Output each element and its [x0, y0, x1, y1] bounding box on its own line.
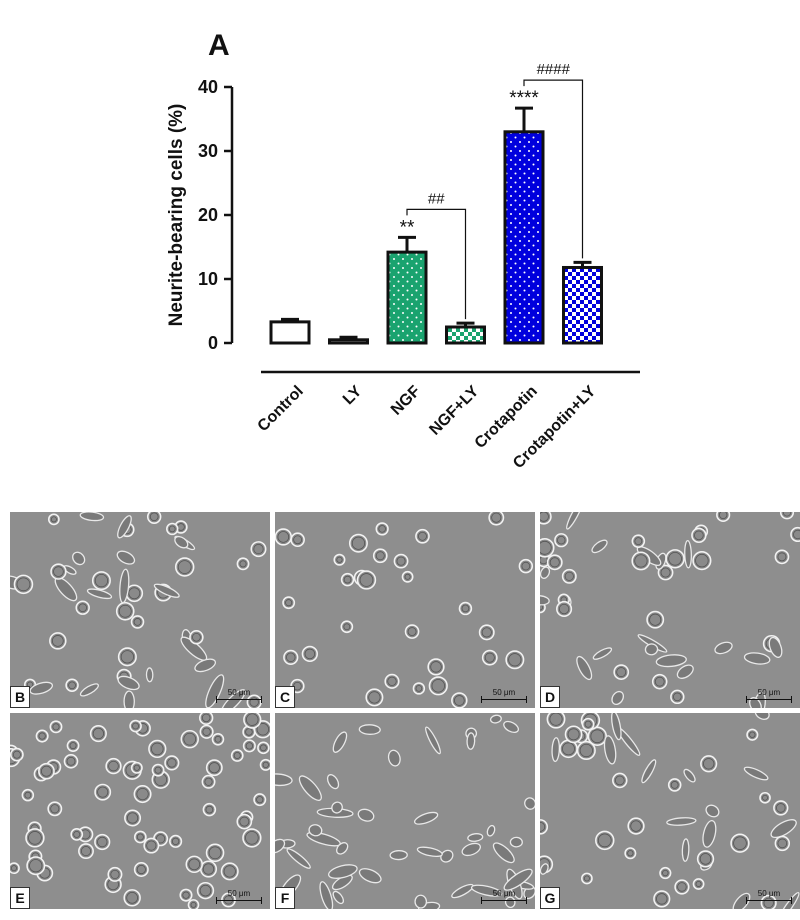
- bar: [445, 325, 486, 345]
- cell-texture: [275, 713, 535, 909]
- panel-tag: F: [275, 887, 295, 909]
- comparison-bracket: [523, 79, 584, 259]
- y-tick-label: 10: [198, 269, 218, 289]
- x-tick-label: LY: [340, 383, 366, 409]
- scale-line: [481, 696, 527, 703]
- panel-tag: G: [540, 887, 560, 909]
- scale-bar: 50 μm: [481, 688, 527, 703]
- bar: [386, 250, 428, 345]
- scale-label: 50 μm: [227, 889, 251, 898]
- scale-line: [216, 897, 262, 904]
- bar: [328, 338, 369, 345]
- micrograph-e: E 50 μm: [10, 713, 270, 909]
- y-tick-label: 20: [198, 205, 218, 225]
- cell-texture: [540, 512, 800, 708]
- bar: [562, 265, 603, 345]
- cell-texture: [10, 512, 270, 708]
- y-tick-label: 30: [198, 141, 218, 161]
- y-tick-label: 40: [198, 77, 218, 97]
- panel-tag: E: [10, 887, 30, 909]
- cell-texture: [10, 713, 270, 909]
- comparison-label: ####: [537, 61, 571, 78]
- scale-bar: 50 μm: [216, 889, 262, 904]
- panel-label: A: [208, 29, 230, 62]
- micrograph-f: F 50 μm: [275, 713, 535, 909]
- scale-label: 50 μm: [227, 688, 251, 697]
- bar: [269, 320, 311, 345]
- comparison-label: ##: [428, 190, 445, 207]
- x-axis: Control LY NGF NGF+LYCrotapotinCrotapotin+L…: [255, 370, 640, 472]
- x-tick-label: NGF: [388, 383, 424, 419]
- scale-line: [746, 897, 792, 904]
- micrograph-d: D 50 μm: [540, 512, 800, 708]
- significance-stars: **: [400, 217, 415, 238]
- micrograph-grid: B 50 μm C 50 μm D 50 μm E 50 μm F 50 μm G 50 μm: [10, 512, 800, 912]
- cell-texture: [275, 512, 535, 708]
- scale-line: [481, 897, 527, 904]
- scale-label: 50 μm: [492, 889, 516, 898]
- panel-tag: C: [275, 686, 295, 708]
- micrograph-c: C 50 μm: [275, 512, 535, 708]
- scale-bar: 50 μm: [216, 688, 262, 703]
- y-axis: 0 10 20 30 40: [198, 77, 234, 353]
- significance-annotations: ******######: [400, 61, 584, 320]
- scale-line: [746, 696, 792, 703]
- y-axis-label: Neurite-bearing cells (%): [166, 104, 187, 327]
- scale-line: [216, 696, 262, 703]
- panel-tag: D: [540, 686, 560, 708]
- scale-label: 50 μm: [757, 688, 781, 697]
- scale-label: 50 μm: [757, 889, 781, 898]
- scale-label: 50 μm: [492, 688, 516, 697]
- x-tick-label: Control: [255, 383, 307, 435]
- panel-tag: B: [10, 686, 30, 708]
- scale-bar: 50 μm: [746, 889, 792, 904]
- bar: [503, 130, 545, 345]
- x-tick-label: NGF+LY: [426, 383, 482, 439]
- bars: [269, 106, 603, 345]
- comparison-bracket: [406, 208, 467, 320]
- scale-bar: 50 μm: [481, 889, 527, 904]
- micrograph-b: B 50 μm: [10, 512, 270, 708]
- scale-bar: 50 μm: [746, 688, 792, 703]
- cell-texture: [540, 713, 800, 909]
- bar-chart: A Neurite-bearing cells (%) 0 10 20 30 40 Co…: [166, 29, 640, 472]
- micrograph-g: G 50 μm: [540, 713, 800, 909]
- y-tick-label: 0: [208, 333, 218, 353]
- significance-stars: ****: [509, 88, 539, 109]
